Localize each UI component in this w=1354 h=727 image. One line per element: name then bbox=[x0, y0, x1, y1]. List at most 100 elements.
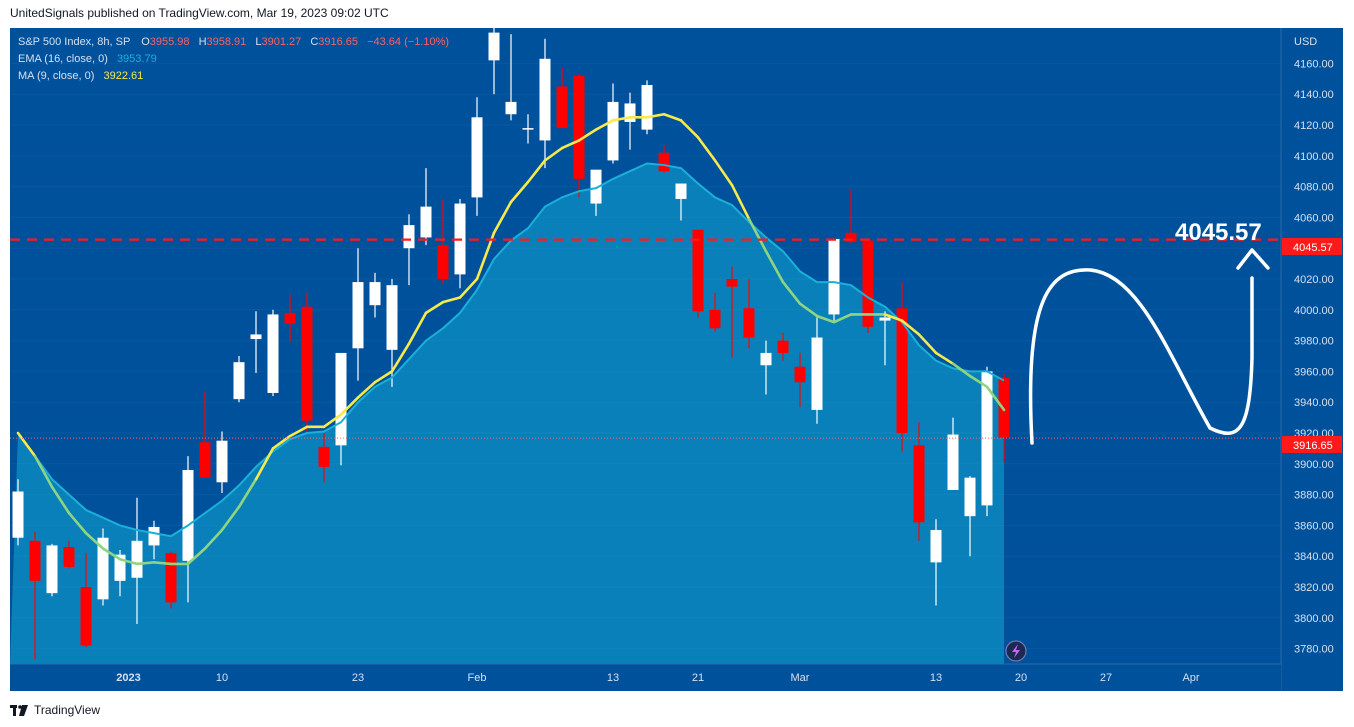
ma-line-segment bbox=[747, 217, 768, 253]
candle-body bbox=[182, 469, 194, 561]
candle-body bbox=[522, 128, 534, 130]
candle bbox=[403, 214, 415, 286]
price-tick-label: 3800.00 bbox=[1294, 613, 1334, 625]
ema-area bbox=[10, 163, 1004, 664]
legend-c-value: 3916.65 bbox=[318, 36, 358, 48]
candle bbox=[777, 332, 789, 361]
ma-line-segment bbox=[441, 296, 462, 304]
ma-line-segment bbox=[33, 454, 54, 489]
tradingview-logo-icon bbox=[10, 704, 28, 716]
candle bbox=[981, 366, 993, 517]
candle-body bbox=[760, 352, 772, 366]
candle bbox=[12, 479, 24, 546]
candle-body bbox=[692, 229, 704, 312]
candle-body bbox=[913, 445, 925, 523]
footer: TradingView bbox=[10, 703, 100, 717]
candle bbox=[573, 74, 585, 198]
candle bbox=[437, 198, 449, 284]
legend-h-label: H bbox=[199, 36, 207, 48]
candle-body bbox=[80, 587, 92, 646]
candle bbox=[709, 292, 721, 332]
time-axis[interactable] bbox=[10, 664, 1281, 691]
candle-body bbox=[335, 352, 347, 446]
price-axis[interactable] bbox=[1281, 28, 1343, 691]
candle bbox=[148, 520, 160, 560]
candle-body bbox=[641, 84, 653, 130]
candle bbox=[97, 528, 109, 606]
price-tick-label: 3840.00 bbox=[1294, 551, 1334, 563]
time-tick-label: 2023 bbox=[116, 672, 140, 684]
candle-body bbox=[777, 340, 789, 353]
ma-line-segment bbox=[84, 531, 105, 550]
candle-body bbox=[811, 337, 823, 410]
price-tick-label: 4060.00 bbox=[1294, 212, 1334, 224]
candle-body bbox=[114, 554, 126, 581]
candle-body bbox=[284, 312, 296, 324]
legend-o-label: O bbox=[141, 36, 150, 48]
ma-line-segment bbox=[390, 342, 411, 373]
ma-line-segment bbox=[883, 313, 904, 322]
lightning-icon[interactable] bbox=[1005, 640, 1027, 662]
time-axis-ticks: 2023 10 23 Feb 13 21 Mar 13 20 27 Apr bbox=[116, 672, 1200, 684]
candle bbox=[743, 279, 755, 349]
ma-line-segment bbox=[543, 146, 564, 162]
price-tick-label: 3820.00 bbox=[1294, 582, 1334, 594]
candle-body bbox=[148, 526, 160, 546]
currency-label: USD bbox=[1294, 36, 1317, 48]
ma-line-segment bbox=[594, 119, 615, 131]
candle bbox=[624, 92, 636, 150]
candle bbox=[29, 531, 41, 660]
candle-body bbox=[930, 530, 942, 563]
price-tick-label: 4160.00 bbox=[1294, 58, 1334, 70]
indicator-lines bbox=[16, 112, 1006, 566]
legend-ma-label: MA (9, close, 0) bbox=[18, 70, 94, 82]
legend-ma-line: MA (9, close, 0) 3922.61 bbox=[18, 70, 143, 82]
ma-line-segment bbox=[934, 351, 955, 366]
candle bbox=[80, 553, 92, 648]
time-tick-label: 21 bbox=[692, 672, 704, 684]
candle-body bbox=[505, 101, 517, 115]
ma-line-segment bbox=[815, 314, 836, 324]
ma-line-segment bbox=[118, 557, 139, 566]
candle-body bbox=[981, 371, 993, 506]
ma-line-segment bbox=[373, 370, 394, 384]
candle bbox=[386, 279, 398, 387]
candle bbox=[301, 292, 313, 434]
candle bbox=[760, 340, 772, 395]
price-tick-label: 4140.00 bbox=[1294, 89, 1334, 101]
legend-symbol: S&P 500 Index, 8h, SP bbox=[18, 36, 130, 48]
ma-line-segment bbox=[254, 447, 275, 481]
projection-arrowhead-icon bbox=[1236, 248, 1270, 270]
candle bbox=[556, 68, 568, 129]
legend-h-value: 3958.91 bbox=[207, 36, 247, 48]
candle-body bbox=[947, 434, 959, 490]
chart-area[interactable]: 4045.57 USD 3780.00 3800.00 3820.00 3840.00… bbox=[10, 28, 1343, 696]
candle-body bbox=[828, 238, 840, 315]
ma-line-segment bbox=[492, 200, 513, 235]
candle-body bbox=[607, 101, 619, 161]
price-tick-label: 4000.00 bbox=[1294, 305, 1334, 317]
candle-body bbox=[165, 553, 177, 603]
ma-line-segment bbox=[560, 139, 581, 150]
ma-line-segment bbox=[67, 511, 88, 535]
candle-body bbox=[12, 491, 24, 538]
candle bbox=[590, 169, 602, 216]
ma-line-segment bbox=[526, 159, 547, 184]
time-tick-label: 13 bbox=[930, 672, 942, 684]
ma-line-segment bbox=[917, 333, 938, 355]
candle bbox=[896, 282, 908, 452]
candle bbox=[845, 189, 857, 244]
legend-change: −43.64 (−1.10%) bbox=[367, 36, 449, 48]
candle bbox=[165, 551, 177, 609]
candle-body bbox=[998, 377, 1010, 438]
candle-body bbox=[964, 477, 976, 517]
ma-line-segment bbox=[832, 313, 853, 324]
candle bbox=[811, 317, 823, 424]
candle-body bbox=[573, 75, 585, 179]
publisher-text: UnitedSignals published on TradingView.c… bbox=[10, 6, 389, 20]
candle bbox=[879, 311, 891, 366]
ma-line-segment bbox=[781, 280, 802, 305]
price-chart[interactable]: 4045.57 USD 3780.00 3800.00 3820.00 3840.00… bbox=[10, 28, 1343, 691]
ma-line-segment bbox=[322, 413, 343, 429]
candle bbox=[369, 272, 381, 318]
